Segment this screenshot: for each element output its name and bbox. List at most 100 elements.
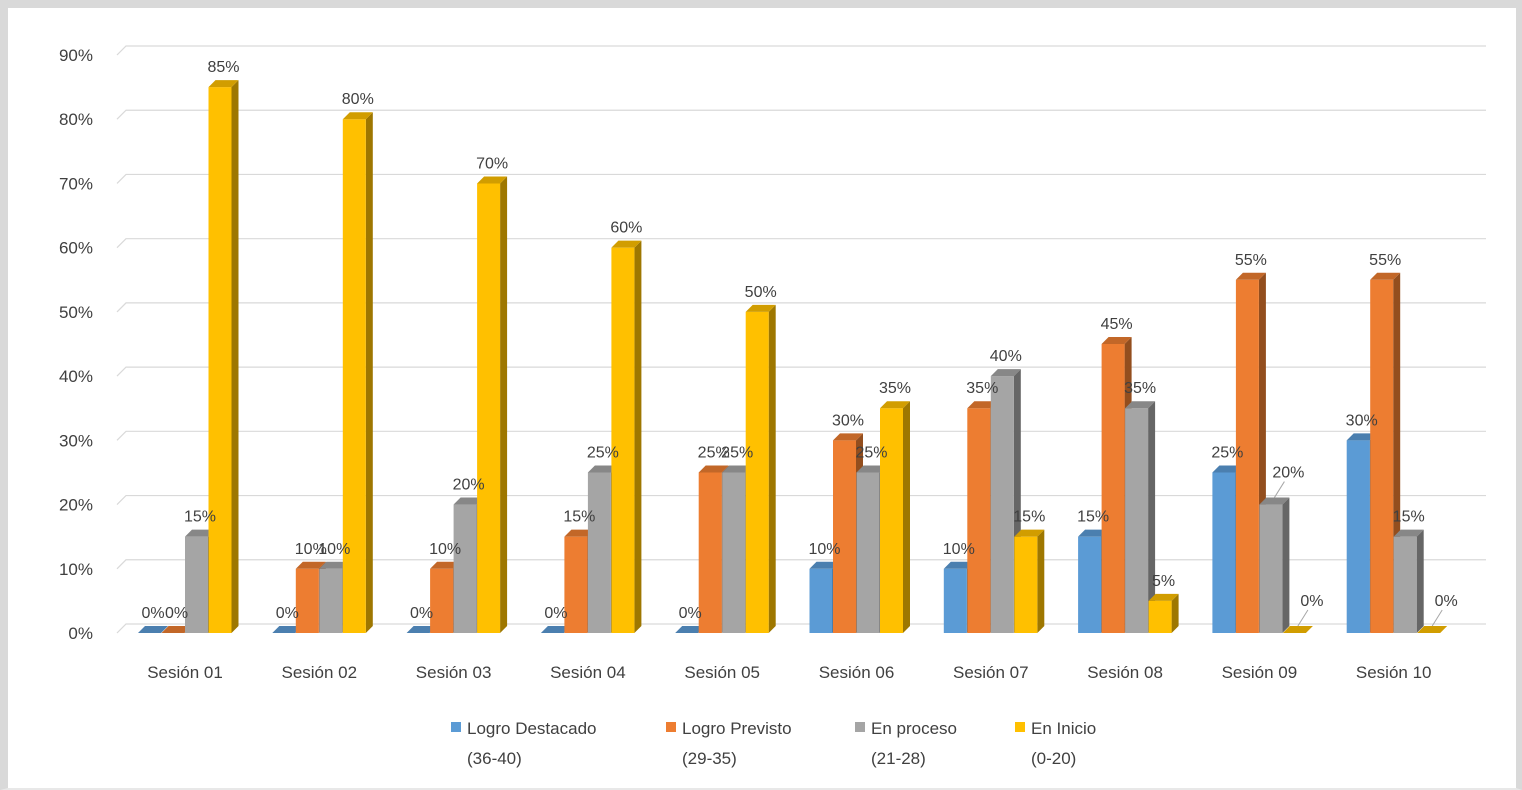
y-tick-label: 0% (68, 624, 93, 643)
data-label: 85% (207, 59, 239, 76)
legend-label: Logro Destacado (467, 719, 596, 738)
legend-label: En Inicio (1031, 719, 1096, 738)
bar (611, 240, 642, 633)
y-tick-label: 90% (59, 46, 93, 65)
category-label: Sesión 04 (550, 663, 626, 682)
legend-label: (29-35) (682, 749, 737, 768)
y-tick-label: 50% (59, 303, 93, 322)
bars (138, 80, 1448, 634)
bar (208, 80, 239, 634)
data-label: 25% (587, 444, 619, 461)
data-label: 10% (943, 541, 975, 558)
data-label: 25% (698, 444, 730, 461)
category-label: Sesión 07 (953, 663, 1029, 682)
legend-item: En proceso (21-28) (855, 719, 957, 768)
gridline (116, 430, 1486, 441)
legend-item: En Inicio (0-20) (1015, 719, 1096, 768)
gridline (116, 494, 1486, 505)
label-leader-line (1297, 609, 1309, 627)
legend-swatch (1015, 722, 1025, 732)
bar (1148, 593, 1179, 633)
bar (1393, 529, 1424, 633)
y-axis-ticks: 0% 10% 20% 30% 40% 50% 60% 70% 80% 90% (59, 46, 93, 643)
bar (406, 626, 437, 633)
data-label: 70% (476, 155, 508, 172)
data-label: 10% (295, 541, 327, 558)
x-axis-categories: Sesión 01 Sesión 02 Sesión 03 Sesión 04 Sesi… (147, 663, 1431, 682)
data-label: 25% (721, 444, 753, 461)
data-label: 0% (1435, 593, 1458, 610)
legend-label: Logro Previsto (682, 719, 792, 738)
gridline (116, 109, 1486, 120)
data-label: 25% (855, 444, 887, 461)
legend-swatch (855, 722, 865, 732)
data-label: 0% (165, 605, 188, 622)
category-label: Sesión 06 (819, 663, 895, 682)
label-leader-line (1431, 609, 1443, 627)
category-label: Sesión 02 (281, 663, 357, 682)
gridline (116, 366, 1486, 377)
data-label: 50% (745, 284, 777, 301)
y-tick-label: 20% (59, 496, 93, 515)
gridline (116, 173, 1486, 184)
data-label: 40% (990, 348, 1022, 365)
data-label: 15% (1013, 509, 1045, 526)
gridline (116, 45, 1486, 56)
legend-label: (21-28) (871, 749, 926, 768)
legend-label: (36-40) (467, 749, 522, 768)
data-label: 15% (1393, 509, 1425, 526)
data-label: 0% (1300, 593, 1323, 610)
gridline (116, 238, 1486, 249)
category-label: Sesión 05 (684, 663, 760, 682)
data-label: 15% (563, 509, 595, 526)
data-label: 55% (1235, 252, 1267, 269)
legend-item: Logro Previsto (29-35) (666, 719, 792, 768)
category-label: Sesión 10 (1356, 663, 1432, 682)
data-label: 0% (410, 605, 433, 622)
data-label: 15% (184, 509, 216, 526)
legend-label: En proceso (871, 719, 957, 738)
gridline (116, 302, 1486, 313)
y-tick-label: 10% (59, 560, 93, 579)
legend-label: (0-20) (1031, 749, 1076, 768)
y-tick-label: 60% (59, 239, 93, 258)
data-labels: 0% 0%15%85%0%10%10%80%0%10%20%70%0%15%25%… (141, 59, 1458, 627)
legend-item: Logro Destacado (36-40) (451, 719, 596, 768)
y-tick-label: 80% (59, 110, 93, 129)
data-label: 0% (141, 605, 164, 622)
bar (675, 626, 706, 633)
data-label: 35% (879, 380, 911, 397)
category-label: Sesión 03 (416, 663, 492, 682)
bar (1014, 529, 1045, 633)
bar (880, 401, 910, 633)
label-leader-line (1273, 481, 1285, 498)
y-tick-label: 40% (59, 367, 93, 386)
category-label: Sesión 09 (1222, 663, 1298, 682)
legend: Logro Destacado (36-40) Logro Previsto (29-… (451, 719, 1096, 768)
bar (1417, 626, 1448, 633)
data-label: 20% (453, 477, 485, 494)
data-label: 30% (1346, 412, 1378, 429)
y-tick-label: 70% (59, 174, 93, 193)
bar (1259, 497, 1290, 633)
bar (745, 304, 776, 633)
data-label: 15% (1077, 509, 1109, 526)
category-label: Sesión 08 (1087, 663, 1163, 682)
data-label: 10% (808, 541, 840, 558)
gridlines (116, 45, 1486, 634)
bar (477, 176, 508, 633)
data-label: 55% (1369, 252, 1401, 269)
bar (342, 112, 373, 633)
y-tick-label: 30% (59, 431, 93, 450)
data-label: 5% (1152, 573, 1175, 590)
data-label: 0% (679, 605, 702, 622)
category-label: Sesión 01 (147, 663, 223, 682)
data-label: 0% (276, 605, 299, 622)
bar (138, 626, 168, 633)
legend-swatch (666, 722, 676, 732)
data-label: 80% (342, 91, 374, 108)
bar (161, 626, 192, 633)
data-label: 10% (318, 541, 350, 558)
data-label: 60% (610, 220, 642, 237)
